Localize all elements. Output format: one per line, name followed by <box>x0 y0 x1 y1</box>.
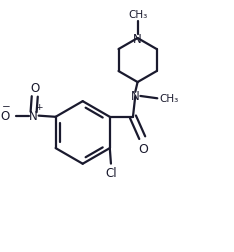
Text: N: N <box>131 90 140 103</box>
Text: +: + <box>35 103 42 112</box>
Text: Cl: Cl <box>105 166 117 179</box>
Text: CH₃: CH₃ <box>128 10 147 20</box>
Text: O: O <box>138 142 148 155</box>
Text: O: O <box>0 109 10 122</box>
Text: −: − <box>2 102 11 112</box>
Text: N: N <box>133 33 142 45</box>
Text: O: O <box>30 82 39 94</box>
Text: N: N <box>29 110 38 123</box>
Text: CH₃: CH₃ <box>160 94 179 104</box>
